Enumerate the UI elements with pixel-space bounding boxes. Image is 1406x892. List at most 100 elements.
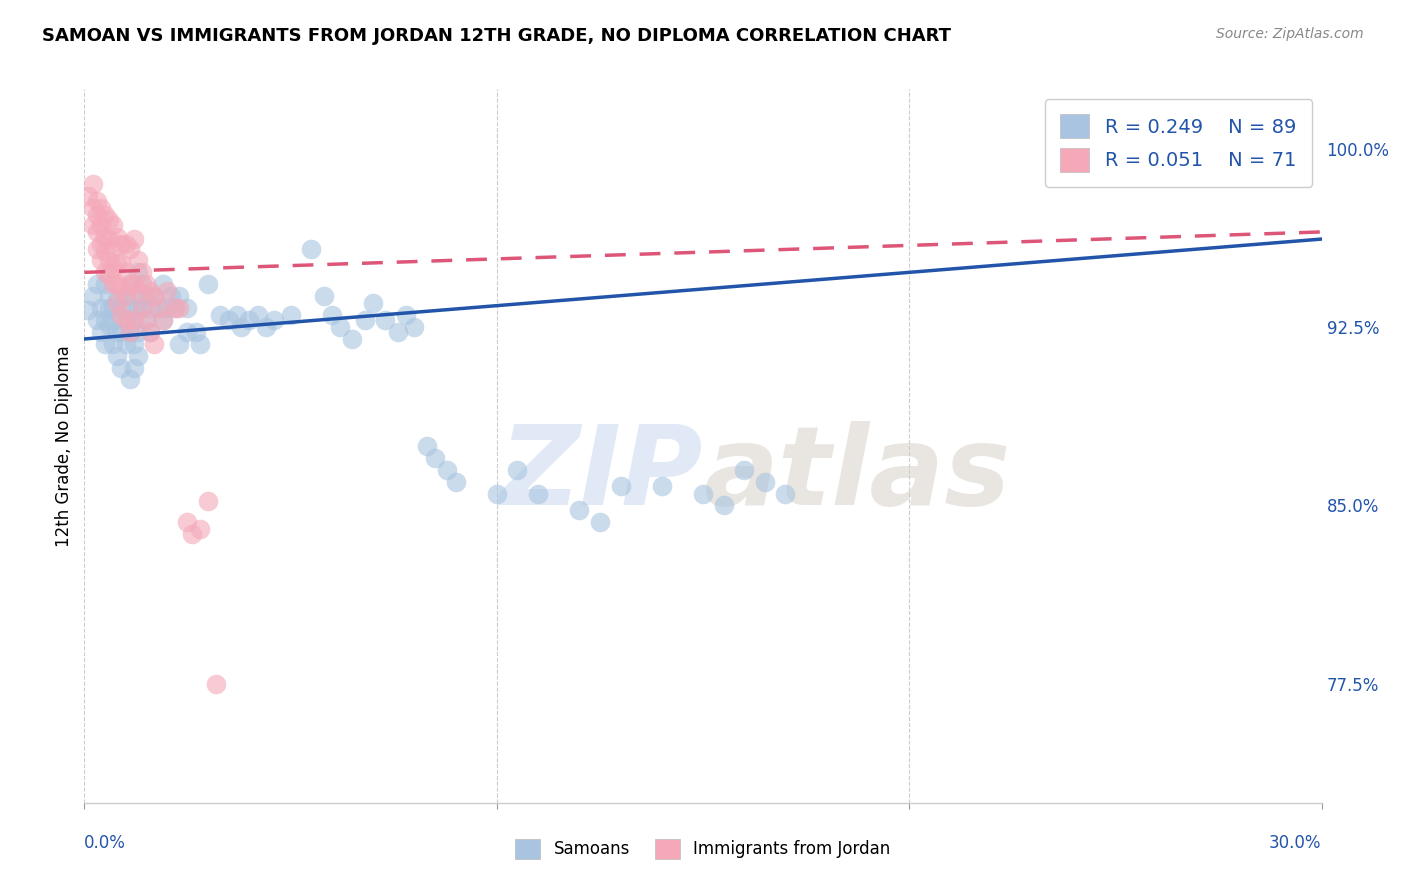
Point bbox=[105, 256, 128, 270]
Point bbox=[387, 325, 409, 339]
Point bbox=[110, 360, 132, 375]
Point bbox=[167, 336, 190, 351]
Point bbox=[415, 439, 437, 453]
Point bbox=[86, 313, 108, 327]
Point bbox=[105, 277, 128, 292]
Point bbox=[176, 301, 198, 315]
Point bbox=[90, 236, 112, 251]
Point bbox=[90, 253, 112, 268]
Point bbox=[122, 360, 145, 375]
Point bbox=[103, 277, 125, 292]
Point bbox=[103, 301, 125, 315]
Point bbox=[160, 289, 183, 303]
Point bbox=[118, 242, 141, 256]
Point bbox=[135, 277, 157, 292]
Point bbox=[148, 301, 170, 315]
Point bbox=[122, 232, 145, 246]
Point bbox=[165, 301, 187, 315]
Point bbox=[229, 320, 252, 334]
Point bbox=[135, 289, 157, 303]
Point bbox=[156, 301, 179, 315]
Point bbox=[321, 308, 343, 322]
Point bbox=[90, 201, 112, 215]
Point bbox=[86, 277, 108, 292]
Point bbox=[280, 308, 302, 322]
Point bbox=[98, 301, 121, 315]
Point bbox=[167, 289, 190, 303]
Point bbox=[143, 289, 166, 303]
Point bbox=[118, 301, 141, 315]
Point bbox=[77, 303, 100, 318]
Point bbox=[353, 313, 375, 327]
Point bbox=[1227, 139, 1250, 153]
Point bbox=[118, 372, 141, 386]
Point bbox=[105, 296, 128, 310]
Point bbox=[86, 208, 108, 222]
Point bbox=[218, 313, 240, 327]
Y-axis label: 12th Grade, No Diploma: 12th Grade, No Diploma bbox=[55, 345, 73, 547]
Point bbox=[114, 289, 136, 303]
Point bbox=[299, 242, 322, 256]
Point bbox=[98, 318, 121, 332]
Point bbox=[485, 486, 508, 500]
Point bbox=[90, 218, 112, 232]
Point bbox=[506, 463, 529, 477]
Point bbox=[98, 213, 121, 227]
Point bbox=[127, 285, 149, 299]
Point bbox=[176, 515, 198, 529]
Point bbox=[90, 325, 112, 339]
Point bbox=[82, 178, 104, 192]
Point bbox=[94, 336, 117, 351]
Point bbox=[143, 336, 166, 351]
Point bbox=[444, 475, 467, 489]
Point bbox=[122, 313, 145, 327]
Point bbox=[733, 463, 755, 477]
Point bbox=[114, 289, 136, 303]
Point bbox=[114, 313, 136, 327]
Point bbox=[127, 265, 149, 279]
Point bbox=[238, 313, 260, 327]
Point bbox=[98, 253, 121, 268]
Point bbox=[82, 218, 104, 232]
Point bbox=[205, 677, 228, 691]
Point bbox=[118, 277, 141, 292]
Point bbox=[127, 253, 149, 268]
Point bbox=[152, 277, 174, 292]
Point bbox=[139, 301, 162, 315]
Point bbox=[110, 301, 132, 315]
Text: ZIP: ZIP bbox=[499, 421, 703, 528]
Point bbox=[77, 189, 100, 203]
Point bbox=[342, 332, 364, 346]
Point bbox=[651, 479, 673, 493]
Point bbox=[94, 229, 117, 244]
Point bbox=[98, 268, 121, 282]
Point bbox=[246, 308, 269, 322]
Point bbox=[118, 325, 141, 339]
Point bbox=[754, 475, 776, 489]
Point bbox=[86, 194, 108, 208]
Point bbox=[148, 301, 170, 315]
Point bbox=[118, 325, 141, 339]
Point bbox=[197, 277, 219, 292]
Point bbox=[105, 325, 128, 339]
Text: atlas: atlas bbox=[703, 421, 1011, 528]
Point bbox=[114, 336, 136, 351]
Point bbox=[127, 325, 149, 339]
Point bbox=[589, 515, 612, 529]
Point bbox=[139, 285, 162, 299]
Point bbox=[94, 265, 117, 279]
Point bbox=[143, 289, 166, 303]
Point bbox=[312, 289, 335, 303]
Point bbox=[139, 325, 162, 339]
Point bbox=[94, 313, 117, 327]
Legend: R = 0.249    N = 89, R = 0.051    N = 71: R = 0.249 N = 89, R = 0.051 N = 71 bbox=[1045, 99, 1312, 187]
Point bbox=[152, 313, 174, 327]
Point bbox=[152, 313, 174, 327]
Point bbox=[176, 325, 198, 339]
Point bbox=[184, 325, 207, 339]
Point bbox=[374, 313, 396, 327]
Point bbox=[114, 313, 136, 327]
Point bbox=[131, 301, 153, 315]
Point bbox=[329, 320, 352, 334]
Point bbox=[713, 499, 735, 513]
